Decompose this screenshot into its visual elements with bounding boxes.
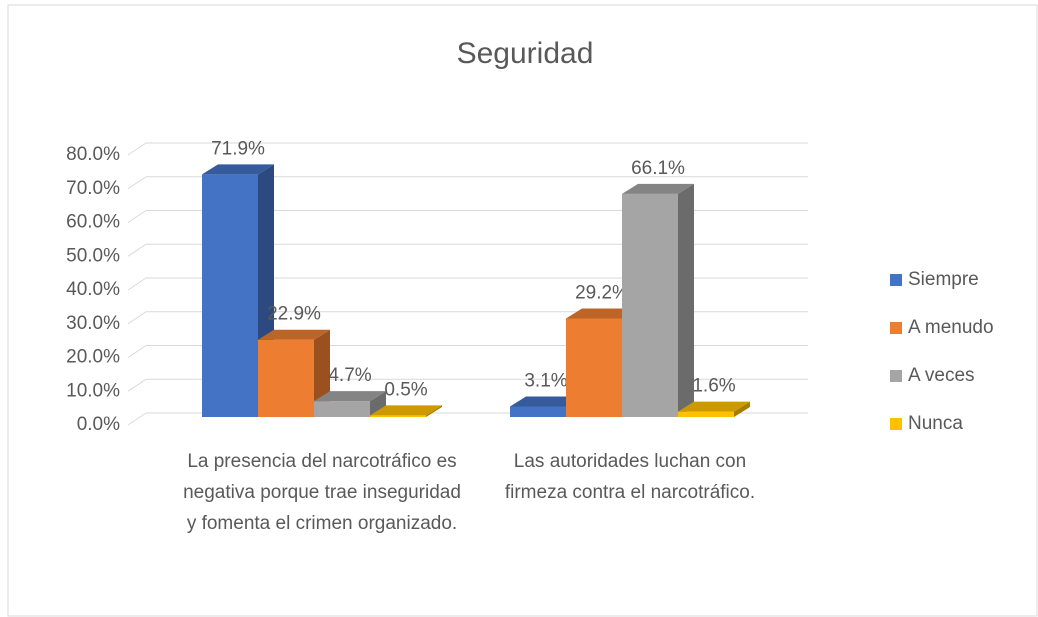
grid-line bbox=[127, 210, 147, 223]
bar-top bbox=[370, 405, 442, 416]
bar-top bbox=[258, 329, 330, 340]
bar-top bbox=[622, 183, 694, 194]
legend-label: Siempre bbox=[908, 269, 979, 290]
grid-line bbox=[127, 142, 147, 156]
data-label: 4.7% bbox=[328, 365, 371, 386]
data-label: 22.9% bbox=[267, 304, 321, 325]
legend-marker bbox=[890, 274, 902, 286]
bar-side bbox=[370, 391, 386, 417]
data-label: 29.2% bbox=[575, 282, 629, 303]
legend-label: A veces bbox=[908, 365, 975, 386]
bar-front bbox=[510, 406, 566, 417]
bar-side bbox=[734, 401, 750, 417]
bar-front bbox=[202, 174, 258, 417]
y-tick-label: 10.0% bbox=[66, 380, 120, 401]
bar-side bbox=[426, 405, 442, 417]
y-tick-label: 30.0% bbox=[66, 313, 120, 334]
bar-front bbox=[314, 401, 370, 417]
grid-line bbox=[127, 176, 147, 190]
y-tick-label: 70.0% bbox=[66, 178, 120, 199]
chart-border bbox=[7, 4, 1038, 617]
bar-top bbox=[566, 308, 638, 319]
grid-line bbox=[127, 378, 147, 392]
data-label: 3.1% bbox=[524, 371, 567, 392]
bar-front bbox=[622, 193, 678, 417]
x-tick-label: Las autoridades luchan con firmeza contr… bbox=[504, 451, 756, 503]
y-tick-label: 20.0% bbox=[66, 347, 120, 368]
data-label: 71.9% bbox=[211, 138, 265, 159]
data-label: 66.1% bbox=[631, 158, 685, 179]
bar bbox=[678, 401, 750, 417]
grid-line bbox=[127, 412, 147, 426]
grid-line bbox=[127, 345, 147, 358]
legend-marker bbox=[890, 418, 902, 430]
y-tick-label: 50.0% bbox=[66, 245, 120, 266]
legend-label: Nunca bbox=[908, 413, 963, 434]
bar-side bbox=[678, 183, 694, 417]
bar bbox=[314, 391, 386, 417]
y-tick-label: 40.0% bbox=[66, 279, 120, 300]
bar-front bbox=[678, 411, 734, 417]
legend-label: A menudo bbox=[908, 317, 994, 338]
grid-line bbox=[127, 311, 147, 325]
bar-front bbox=[566, 318, 622, 417]
legend-marker bbox=[890, 370, 902, 382]
bar bbox=[370, 405, 442, 417]
bar-top bbox=[202, 164, 274, 175]
grid-line bbox=[127, 243, 147, 257]
bar-front bbox=[258, 339, 314, 417]
legend-marker bbox=[890, 322, 902, 334]
bar bbox=[202, 164, 274, 417]
data-label: 0.5% bbox=[384, 379, 427, 400]
bar-top bbox=[314, 391, 386, 402]
bar bbox=[622, 183, 694, 417]
y-tick-label: 60.0% bbox=[66, 212, 120, 233]
bar-front bbox=[370, 415, 426, 417]
x-tick-label: La presencia del narcotráfico es negativ… bbox=[183, 451, 461, 534]
bar-top bbox=[510, 396, 582, 407]
data-label: 1.6% bbox=[692, 376, 735, 397]
grid-line bbox=[127, 277, 147, 291]
y-tick-label: 80.0% bbox=[66, 144, 120, 165]
chart-title: Seguridad bbox=[457, 37, 594, 70]
y-tick-label: 0.0% bbox=[77, 414, 120, 435]
bar-top bbox=[678, 401, 750, 412]
